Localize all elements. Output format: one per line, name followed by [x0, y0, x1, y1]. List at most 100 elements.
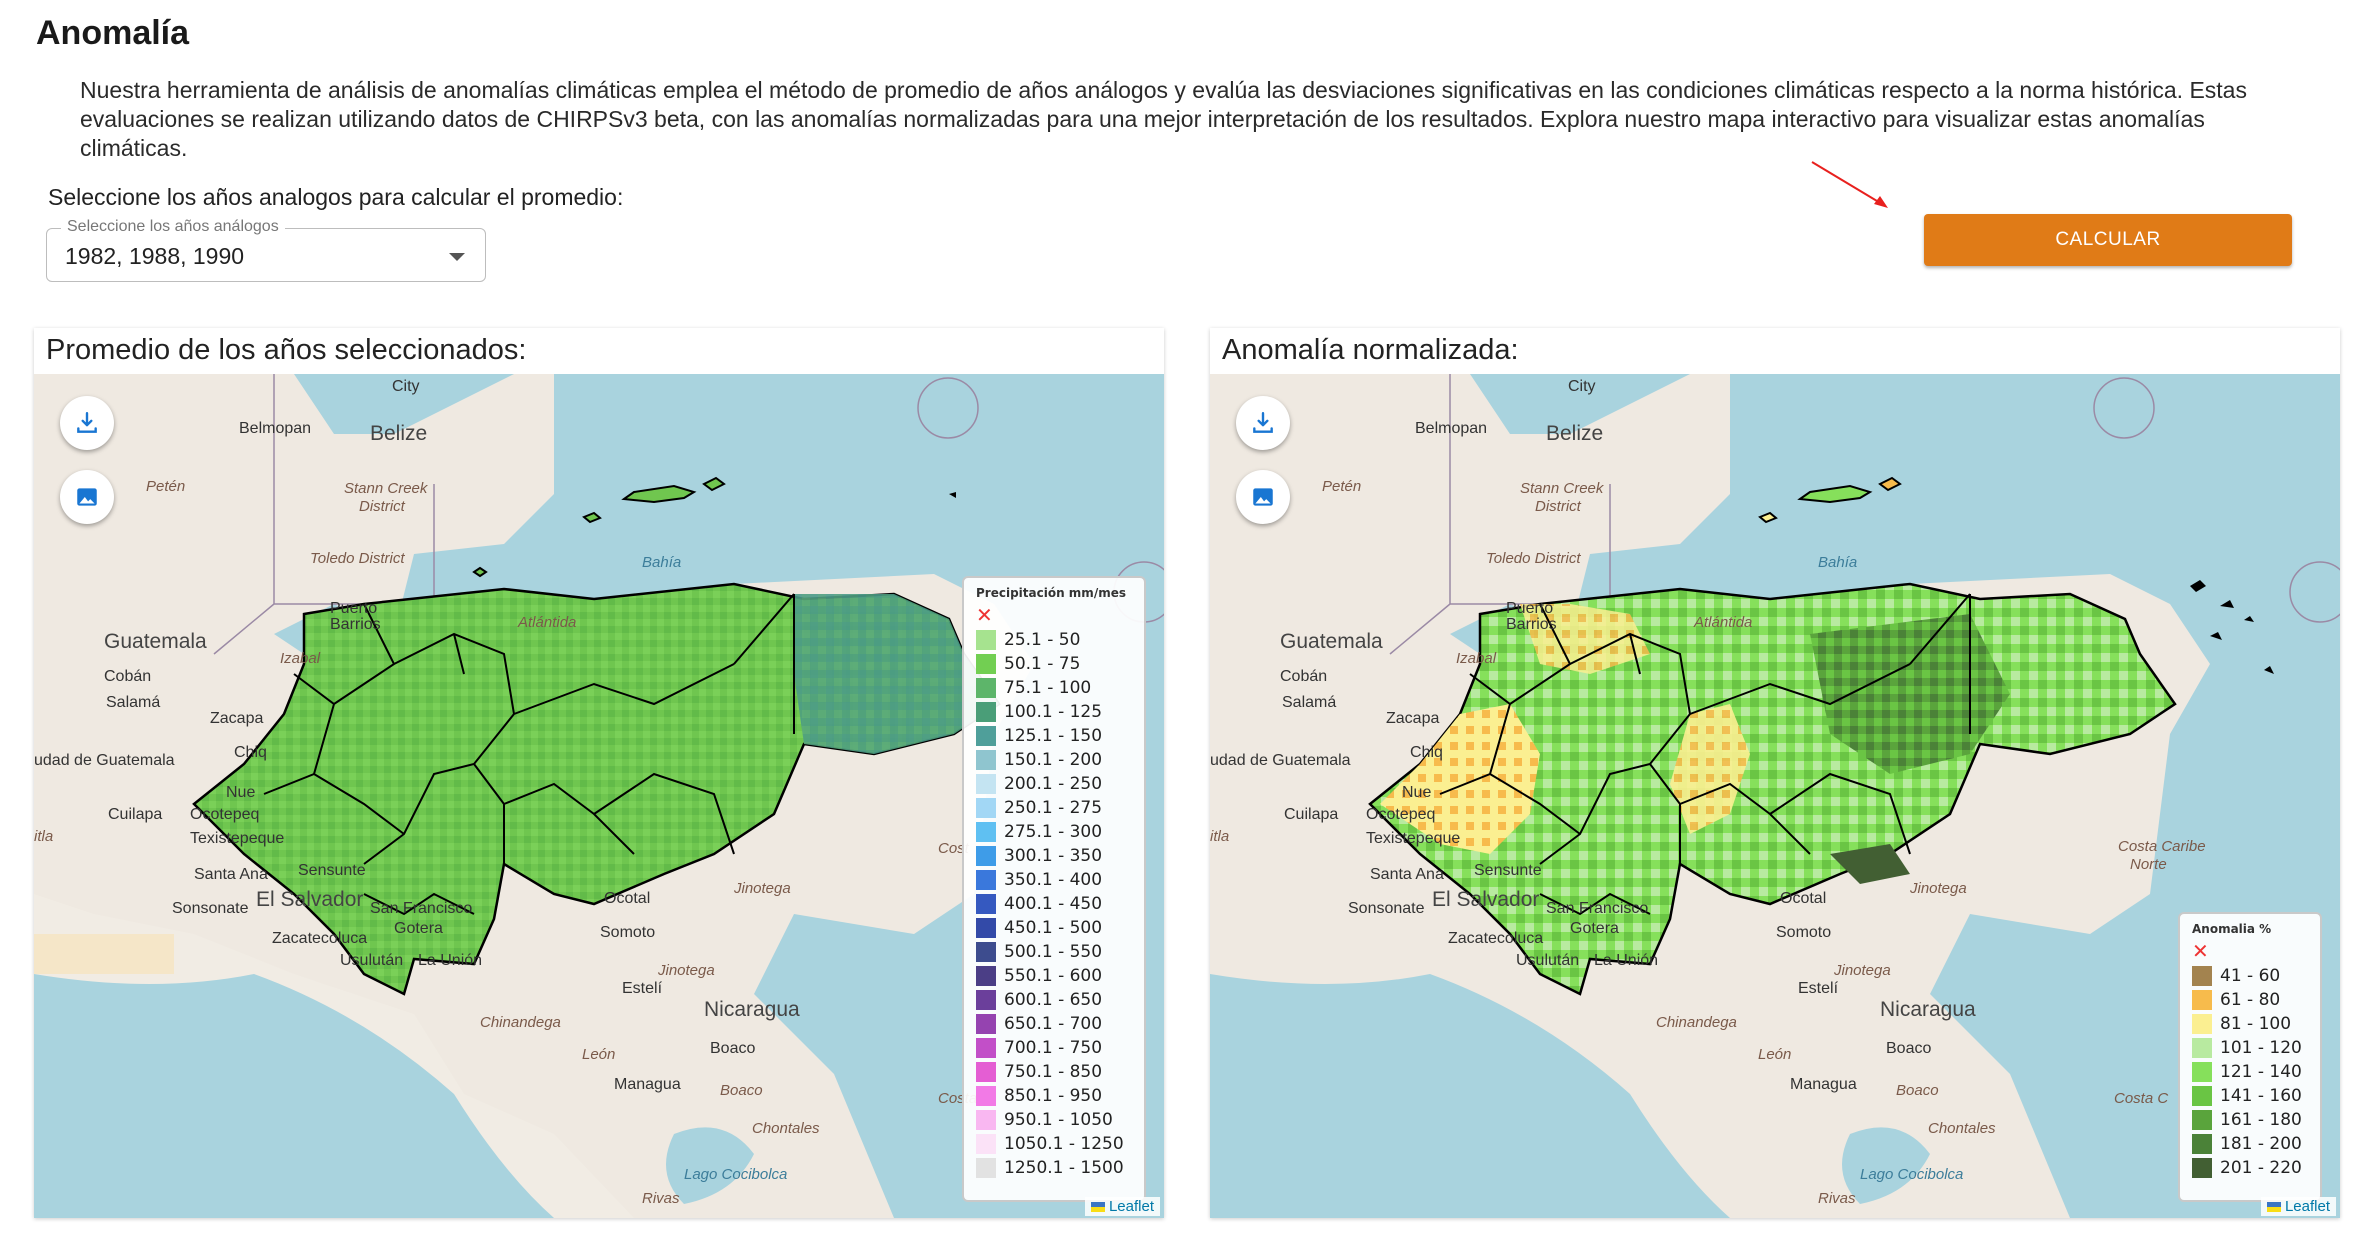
legend-label: 50.1 - 75: [1004, 654, 1081, 674]
legend-label: 300.1 - 350: [1004, 846, 1103, 866]
map-label: Jinotega: [1910, 880, 1967, 897]
map-label: Lago Cocibolca: [684, 1166, 788, 1183]
calculate-button[interactable]: CALCULAR: [1924, 214, 2292, 266]
map-label: Cobán: [104, 668, 152, 685]
map-label: District: [1535, 498, 1581, 515]
anomaly-map-panel: Anomalía normalizada:: [1210, 328, 2340, 1218]
map-label: Salamá: [106, 694, 161, 711]
map-label: Belize: [370, 422, 428, 445]
legend-label: 81 - 100: [2220, 1014, 2292, 1034]
map-label: Texistepeque: [1366, 830, 1461, 847]
map-label: Stann Creek: [1520, 480, 1604, 497]
legend-label: 850.1 - 950: [1004, 1086, 1103, 1106]
export-image-button[interactable]: [1236, 470, 1290, 524]
precip-raster-wet: [794, 594, 999, 754]
legend-swatch: [2192, 1086, 2212, 1106]
legend-label: 400.1 - 450: [1004, 894, 1103, 914]
export-image-button[interactable]: [60, 470, 114, 524]
anomaly-raster-wet: [1810, 614, 2010, 774]
map-label: La Unión: [1594, 952, 1659, 969]
legend-title: Precipitación mm/mes: [976, 586, 1126, 600]
legend-label: 201 - 220: [2220, 1158, 2302, 1178]
map-label: Barrios: [330, 616, 381, 633]
average-precip-map[interactable]: City Belmopan Belize Petén Stann Creek D…: [34, 374, 1164, 1218]
attribution[interactable]: Leaflet: [1084, 1197, 1160, 1216]
map-label: Boaco: [1896, 1082, 1939, 1099]
legend-row: 200.1 - 250: [976, 772, 1132, 796]
pacific-ocean: [34, 974, 554, 1218]
legend-swatch: [976, 1014, 996, 1034]
legend-row: 600.1 - 650: [976, 988, 1132, 1012]
attribution[interactable]: Leaflet: [2260, 1197, 2336, 1216]
map-label: Nue: [1402, 784, 1432, 801]
map-label: Estelí: [622, 980, 663, 997]
basemap: [1210, 374, 2340, 1218]
legend-label: 150.1 - 200: [1004, 750, 1103, 770]
map-label: Chiq: [1410, 744, 1443, 761]
image-icon: [1253, 488, 1273, 506]
legend-items: 41 - 60 61 - 80 81 - 100 101 - 120 121 - 140…: [2192, 964, 2308, 1180]
legend-label: 500.1 - 550: [1004, 942, 1103, 962]
analog-years-select[interactable]: Seleccione los años análogos 1982, 1988,…: [46, 218, 486, 282]
marine-boundary: [2289, 561, 2340, 623]
legend-swatch: [976, 630, 996, 650]
island: [702, 476, 726, 492]
island: [1878, 476, 1902, 492]
legend-swatch: [976, 1158, 996, 1178]
map-label: Somoto: [600, 924, 656, 941]
map-label: Boaco: [1886, 1040, 1932, 1057]
map-label: Bahía: [642, 554, 682, 571]
map-label: Bahía: [1818, 554, 1858, 571]
legend-label: 450.1 - 500: [1004, 918, 1103, 938]
map-label: Izabal: [1456, 650, 1497, 667]
legend-swatch: [2192, 990, 2212, 1010]
select-value: 1982, 1988, 1990: [65, 243, 245, 269]
map-label: itla: [1210, 828, 1230, 845]
download-button[interactable]: [60, 396, 114, 450]
legend-swatch: [976, 870, 996, 890]
legend-row: 1050.1 - 1250: [976, 1132, 1132, 1156]
anomaly-map[interactable]: City Belmopan Belize Petén Stann Creek D…: [1210, 374, 2340, 1218]
legend-row: 400.1 - 450: [976, 892, 1132, 916]
legend-label: 350.1 - 400: [1004, 870, 1103, 890]
map-label: La Unión: [418, 952, 483, 969]
legend-title: Anomalia %: [2192, 922, 2272, 936]
map-label: Guatemala: [1280, 630, 1383, 653]
map-label: Sonsonate: [1348, 900, 1425, 917]
legend-label: 100.1 - 125: [1004, 702, 1103, 722]
map-label: Toledo District: [310, 550, 405, 567]
map-label: El Salvador: [1432, 888, 1540, 911]
legend-swatch: [2192, 1158, 2212, 1178]
legend-label: 125.1 - 150: [1004, 726, 1103, 746]
legend-swatch: [976, 654, 996, 674]
map-label: Cuilapa: [1284, 806, 1339, 823]
map-label: Belmopan: [239, 420, 312, 437]
map-label: Boaco: [710, 1040, 756, 1057]
legend-row: 500.1 - 550: [976, 940, 1132, 964]
legend-label: 200.1 - 250: [1004, 774, 1103, 794]
legend-row: 125.1 - 150: [976, 724, 1132, 748]
map-label: San Francisco: [1546, 900, 1649, 917]
cays: [2190, 580, 2274, 674]
map-label: Atlántida: [1694, 614, 1753, 631]
close-x-icon[interactable]: ✕: [2192, 939, 2209, 963]
map-label: Zacatecoluca: [272, 930, 368, 947]
download-button[interactable]: [1236, 396, 1290, 450]
legend-swatch: [976, 894, 996, 914]
map-label: Rivas: [1818, 1190, 1856, 1207]
legend-swatch: [976, 1062, 996, 1082]
close-x-icon[interactable]: ✕: [976, 603, 993, 627]
legend-label: 61 - 80: [2220, 990, 2281, 1010]
map-label: Gotera: [394, 920, 443, 937]
legend-label: 650.1 - 700: [1004, 1014, 1103, 1034]
select-floating-label: Seleccione los años análogos: [61, 218, 285, 236]
map-label: Salamá: [1282, 694, 1337, 711]
anomaly-legend: Anomalia % ✕ 41 - 60 61 - 80 81 - 100 101 -…: [2178, 912, 2322, 1202]
year-select-label: Seleccione los años analogos para calcul…: [48, 184, 624, 210]
map-label: Chinandega: [1656, 1014, 1737, 1031]
caret-down-icon[interactable]: [449, 253, 465, 261]
legend-swatch: [976, 1086, 996, 1106]
anomaly-map-title: Anomalía normalizada:: [1222, 334, 1519, 366]
anomaly-raster-dry: [1520, 604, 1650, 674]
legend-label: 700.1 - 750: [1004, 1038, 1103, 1058]
